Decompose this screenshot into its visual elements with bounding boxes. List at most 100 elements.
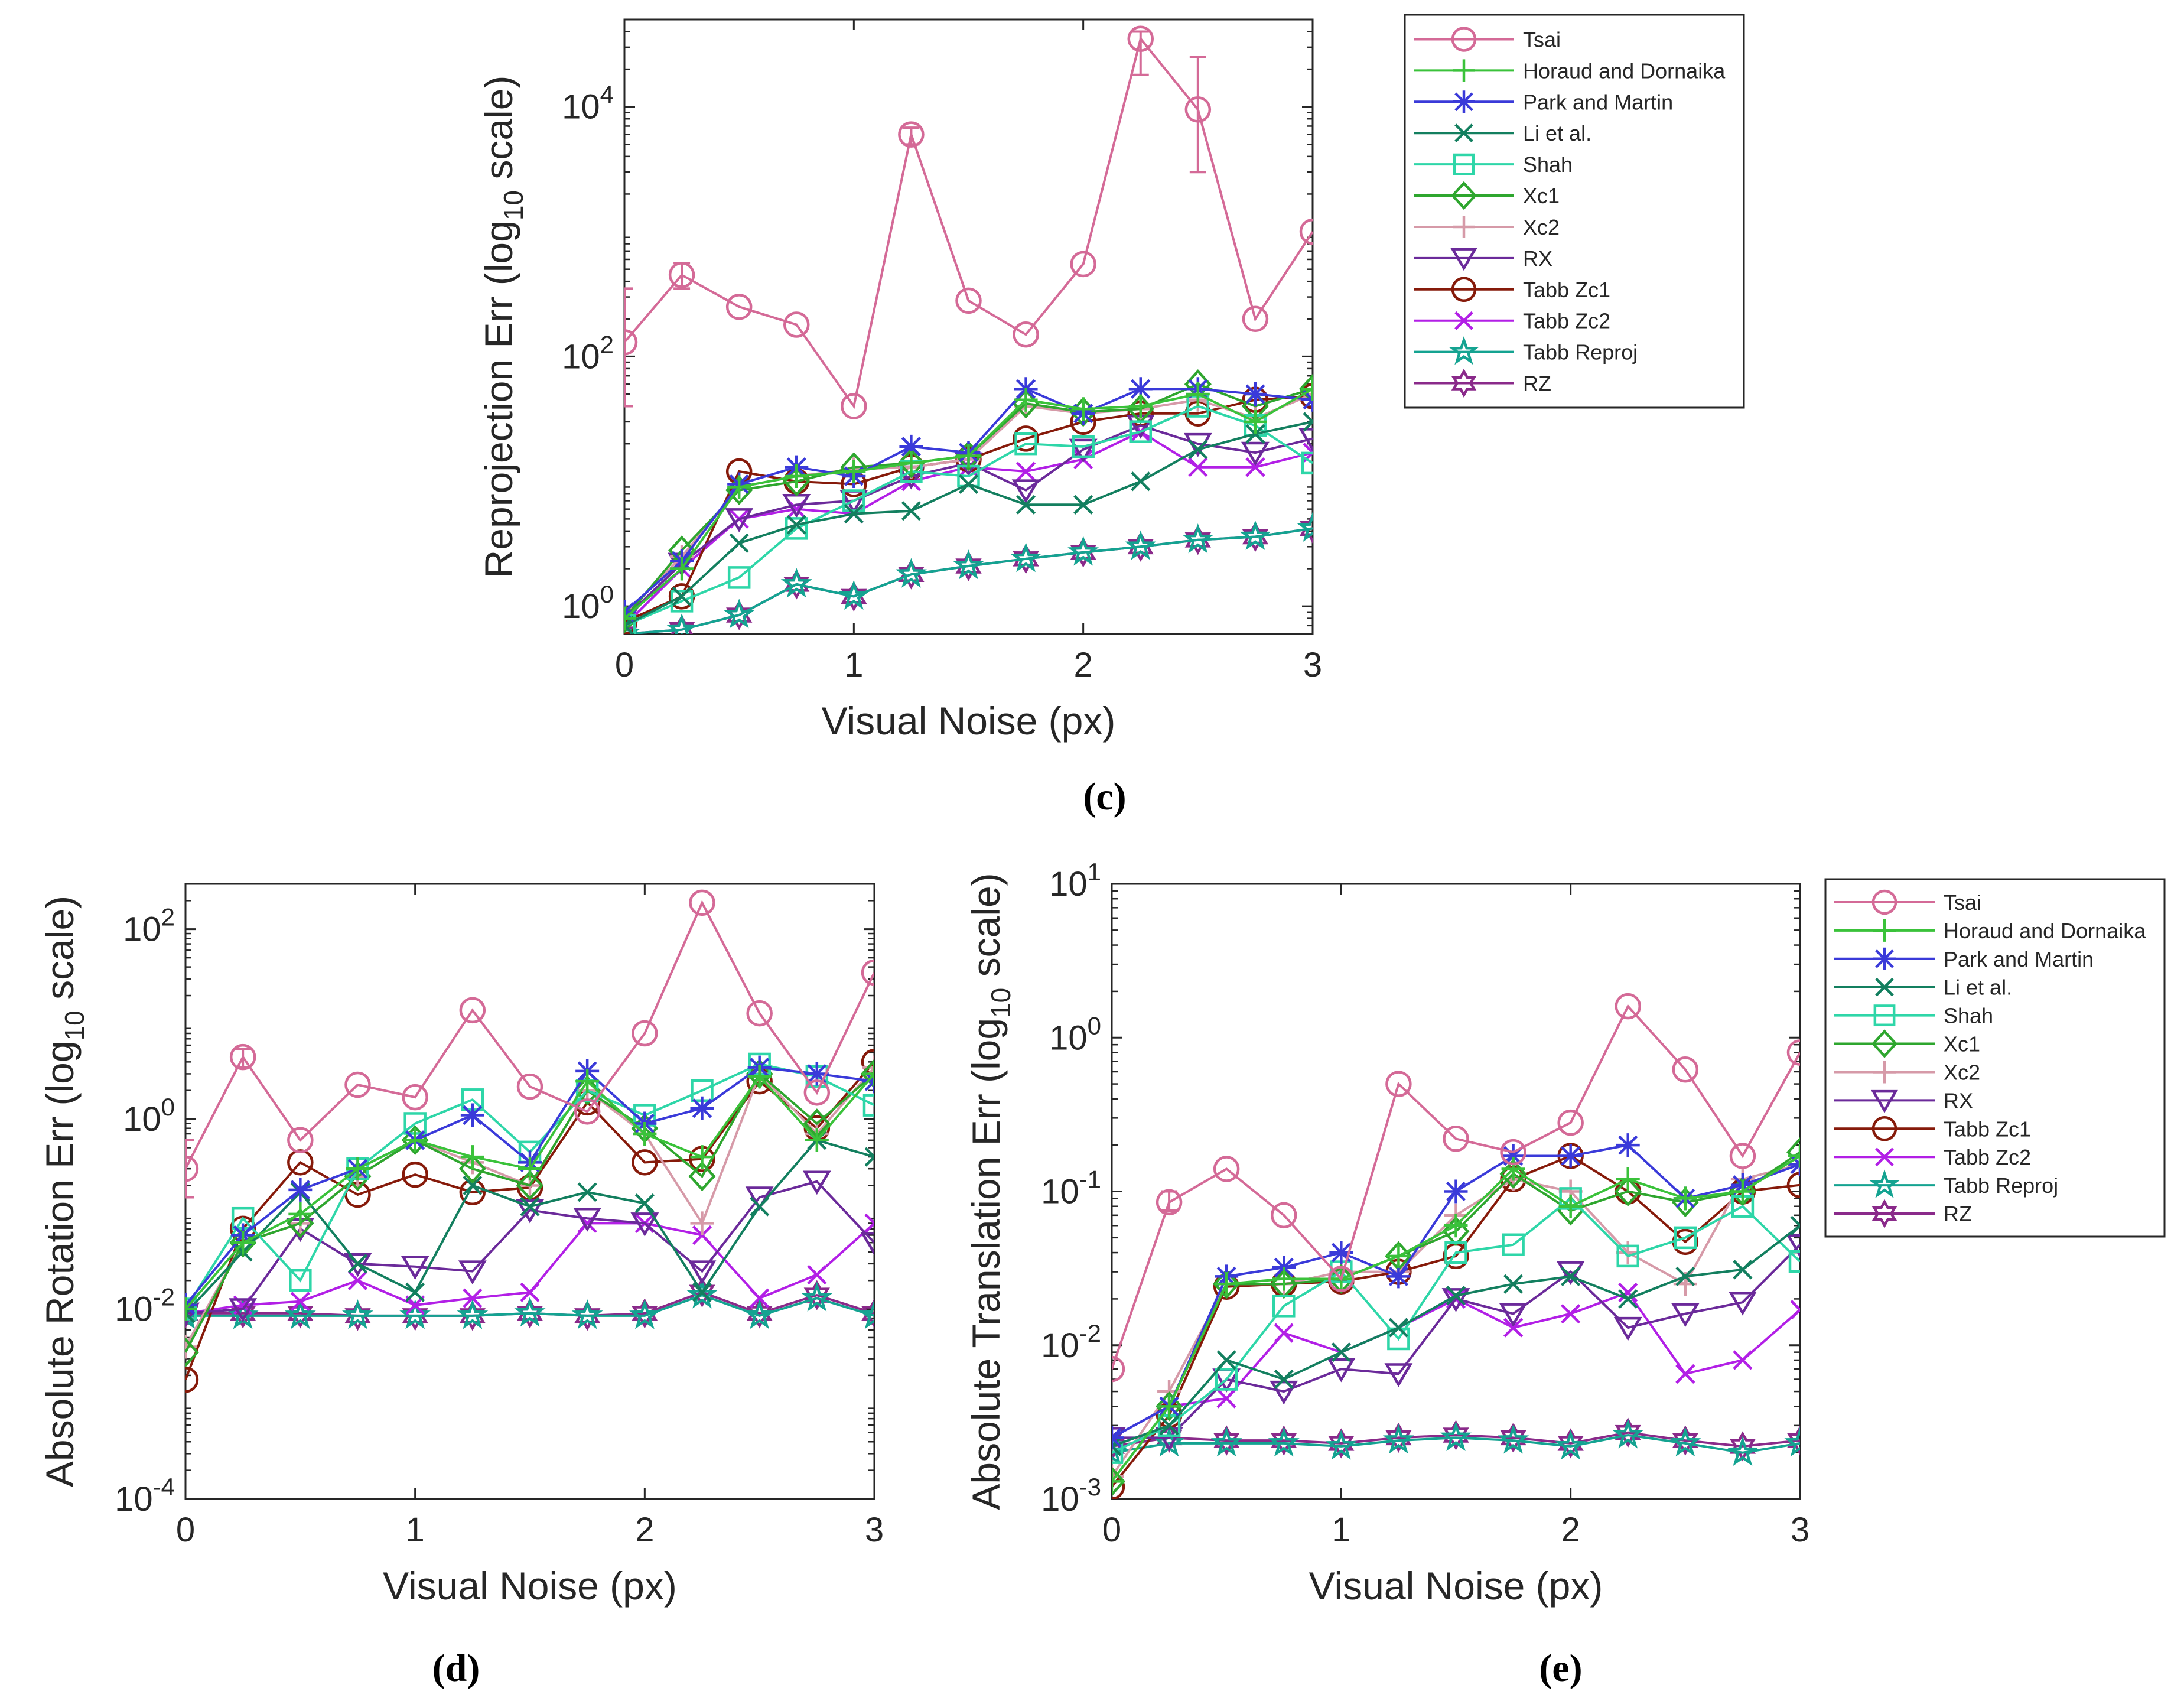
legend-entry-c-shah: Shah [1414, 152, 1573, 177]
point-e-li-et-al-8 [1561, 1266, 1581, 1286]
point-d-xc1-6 [516, 1170, 544, 1201]
point-d-tabb-zc2-3 [347, 1270, 368, 1290]
legend-label-e-park-and-martin: Park and Martin [1944, 947, 2094, 971]
point-d-horaud-and-dornaika-0 [185, 1297, 197, 1321]
point-e-tsai-2 [1213, 1156, 1240, 1182]
point-c-li-et-al-9 [1131, 471, 1151, 492]
point-c-rz-5 [898, 559, 925, 590]
point-c-rx-8 [1069, 438, 1098, 463]
point-e-rz-6 [1443, 1420, 1469, 1450]
legend-label-c-rz: RZ [1523, 372, 1551, 396]
ytick-label-e-0: 10-3 [1041, 1473, 1101, 1518]
point-c-li-et-al-5 [901, 501, 922, 521]
legend-c: Tsai Horaud and Dornaika Park and Martin Li… [1404, 14, 1745, 409]
legend-entry-c-horaud-and-dornaika: Horaud and Dornaika [1414, 58, 1726, 83]
point-e-xc1-9 [1614, 1176, 1642, 1206]
legend-label-c-horaud-and-dornaika: Horaud and Dornaika [1523, 58, 1726, 83]
xtick-label-d-2: 2 [635, 1511, 654, 1549]
point-e-horaud-and-dornaika-1 [1157, 1394, 1181, 1419]
point-c-shah-4 [842, 489, 865, 512]
point-e-park-and-martin-7 [1501, 1144, 1525, 1168]
point-c-horaud-and-dornaika-12 [1301, 377, 1313, 401]
point-d-xc1-0 [185, 1337, 200, 1368]
errorbar-d-tsai-0 [185, 1139, 194, 1199]
point-d-tabb-zc1-8 [632, 1149, 658, 1176]
point-c-tsai-1 [668, 262, 695, 288]
point-e-horaud-and-dornaika-8 [1558, 1194, 1583, 1218]
point-c-tsai-0 [624, 329, 638, 356]
legend-label-c-tabb-zc2: Tabb Zc2 [1523, 309, 1610, 333]
point-e-rz-7 [1500, 1422, 1526, 1453]
point-e-tsai-10 [1672, 1056, 1699, 1083]
caption-d: (d) [432, 1647, 480, 1690]
point-d-tabb-zc1-12 [861, 1049, 874, 1075]
point-c-horaud-and-dornaika-7 [1014, 388, 1038, 412]
point-e-rz-12 [1786, 1425, 1800, 1456]
point-e-shah-10 [1674, 1226, 1697, 1250]
point-e-horaud-and-dornaika-11 [1730, 1179, 1755, 1204]
point-c-rz-8 [1070, 537, 1096, 568]
ytick-label-d-2: 100 [123, 1093, 175, 1139]
xtick-label-e-0: 0 [1102, 1511, 1121, 1549]
xtick-label-d-3: 3 [865, 1511, 884, 1549]
point-d-horaud-and-dornaika-6 [518, 1157, 542, 1181]
point-e-rx-1 [1155, 1427, 1184, 1451]
point-d-rz-4 [402, 1300, 428, 1331]
legend-entry-e-tsai: Tsai [1834, 889, 1981, 915]
point-d-park-and-martin-5 [460, 1103, 484, 1127]
point-c-rz-4 [841, 581, 867, 612]
point-d-horaud-and-dornaika-9 [690, 1145, 714, 1169]
legend-entry-c-tabb-reproj: Tabb Reproj [1414, 336, 1638, 365]
point-d-tabb-reproj-5 [457, 1299, 489, 1329]
ylabel-e: Absolute Translation Err (log10 scale) [964, 873, 1016, 1510]
point-d-rx-3 [343, 1253, 372, 1277]
point-e-tabb-reproj-10 [1669, 1427, 1701, 1457]
legend-entry-c-tabb-zc1: Tabb Zc1 [1414, 277, 1610, 303]
xtick-label-c-1: 1 [844, 646, 863, 684]
point-c-horaud-and-dornaika-6 [956, 444, 981, 468]
legend-label-e-tsai: Tsai [1944, 890, 1981, 915]
point-e-rx-9 [1613, 1316, 1642, 1341]
errorbar-c-tsai-9 [1132, 30, 1149, 76]
legend-label-e-shah: Shah [1944, 1004, 1993, 1028]
point-d-rx-8 [630, 1212, 659, 1237]
point-d-horaud-and-dornaika-10 [747, 1065, 772, 1089]
legend-entry-e-shah: Shah [1834, 1004, 1993, 1028]
point-d-rz-2 [287, 1298, 314, 1329]
point-d-tabb-zc2-2 [290, 1292, 310, 1312]
point-e-xc1-6 [1442, 1216, 1470, 1247]
point-e-horaud-and-dornaika-9 [1616, 1167, 1640, 1191]
point-e-tabb-reproj-3 [1268, 1427, 1300, 1457]
minor-ticks-e [1112, 890, 1800, 1453]
point-e-li-et-al-11 [1733, 1260, 1753, 1280]
legend-label-c-shah: Shah [1523, 152, 1573, 177]
point-d-xc1-7 [574, 1075, 601, 1106]
legend-label-c-xc2: Xc2 [1523, 215, 1560, 239]
legend-label-c-tsai: Tsai [1523, 27, 1561, 51]
point-d-rx-0 [185, 1302, 200, 1327]
point-d-li-et-al-5 [463, 1175, 483, 1196]
point-e-rz-0 [1112, 1431, 1125, 1462]
point-e-horaud-and-dornaika-12 [1788, 1144, 1800, 1168]
point-d-horaud-and-dornaika-5 [460, 1145, 484, 1169]
point-e-tsai-9 [1615, 993, 1641, 1020]
point-e-tabb-zc2-3 [1274, 1323, 1294, 1343]
point-d-rx-5 [458, 1260, 487, 1285]
point-e-tsai-1 [1156, 1189, 1183, 1216]
point-c-horaud-and-dornaika-4 [842, 460, 866, 484]
point-e-park-and-martin-6 [1444, 1179, 1468, 1204]
series-d-tsai [185, 889, 874, 1199]
point-c-tabb-zc2-7 [1015, 461, 1036, 482]
point-d-horaud-and-dornaika-3 [346, 1157, 370, 1181]
errorbar-c-tsai-0 [624, 287, 633, 408]
point-c-tsai-3 [783, 311, 810, 338]
point-e-rx-8 [1556, 1261, 1585, 1286]
legend-entry-e-xc2: Xc2 [1834, 1060, 1980, 1084]
point-c-tabb-reproj-5 [895, 558, 927, 588]
point-c-rx-11 [1241, 441, 1270, 466]
point-e-li-et-al-1 [1159, 1416, 1179, 1436]
point-c-park-and-martin-9 [1128, 377, 1153, 401]
point-d-rx-7 [573, 1207, 602, 1232]
point-e-xc1-12 [1786, 1137, 1800, 1167]
